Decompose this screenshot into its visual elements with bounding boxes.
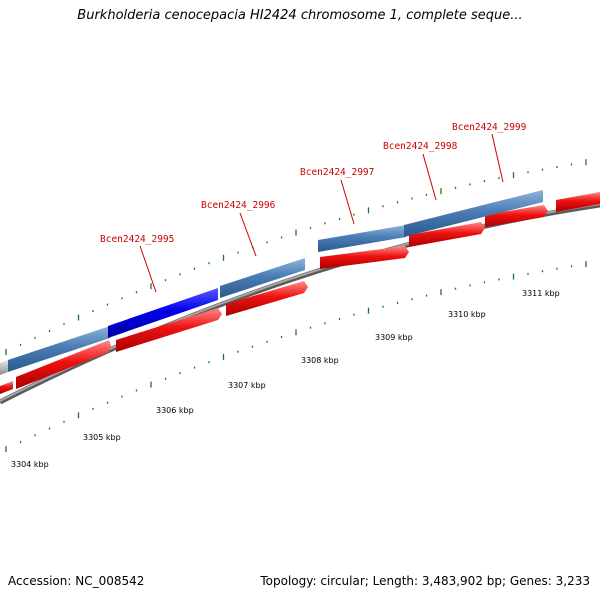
gene-arrow[interactable] bbox=[116, 308, 222, 352]
upper-track bbox=[0, 190, 543, 375]
gene-arrow[interactable] bbox=[409, 222, 485, 247]
gene-box[interactable] bbox=[318, 225, 406, 252]
gene-labels: Bcen2424_2995 Bcen2424_2996 Bcen2424_299… bbox=[100, 122, 527, 245]
gene-label[interactable]: Bcen2424_2996 bbox=[201, 200, 276, 211]
gene-label[interactable]: Bcen2424_2999 bbox=[452, 122, 527, 133]
kbp-label: 3311 kbp bbox=[522, 289, 560, 298]
map-title: Burkholderia cenocepacia HI2424 chromoso… bbox=[77, 8, 523, 23]
gene-arrow[interactable] bbox=[0, 381, 13, 394]
accession-label: Accession: NC_008542 bbox=[8, 574, 145, 588]
gene-box[interactable] bbox=[220, 258, 305, 298]
gene-box[interactable] bbox=[404, 190, 543, 237]
gene-arrow[interactable] bbox=[556, 192, 600, 212]
kbp-label: 3305 kbp bbox=[83, 433, 121, 442]
kbp-label: 3309 kbp bbox=[375, 333, 413, 342]
kbp-label: 3307 kbp bbox=[228, 381, 266, 390]
gene-label[interactable]: Bcen2424_2997 bbox=[300, 167, 374, 178]
kbp-label: 3306 kbp bbox=[156, 406, 194, 415]
gene-label-leaders bbox=[139, 133, 504, 293]
backbone bbox=[0, 202, 600, 405]
kbp-label: 3308 kbp bbox=[301, 356, 339, 365]
gene-box[interactable] bbox=[8, 326, 110, 372]
gene-arrow[interactable] bbox=[16, 340, 111, 389]
gene-arrow[interactable] bbox=[226, 281, 308, 316]
upper-tick-row bbox=[5, 159, 587, 355]
lower-track bbox=[0, 192, 600, 394]
lower-tick-row bbox=[5, 261, 587, 453]
gene-label[interactable]: Bcen2424_2998 bbox=[383, 141, 458, 152]
gene-label[interactable]: Bcen2424_2995 bbox=[100, 234, 174, 245]
genome-summary: Topology: circular; Length: 3,483,902 bp… bbox=[260, 574, 590, 588]
gene-arrow[interactable] bbox=[320, 246, 409, 269]
kbp-label: 3304 kbp bbox=[11, 460, 49, 469]
gene-arrow[interactable] bbox=[485, 205, 548, 227]
gene-box-grey[interactable] bbox=[0, 360, 8, 375]
kbp-label: 3310 kbp bbox=[448, 310, 486, 319]
scale-labels: 3304 kbp 3305 kbp 3306 kbp 3307 kbp 3308… bbox=[11, 289, 560, 469]
gene-box-highlight[interactable] bbox=[108, 288, 218, 338]
